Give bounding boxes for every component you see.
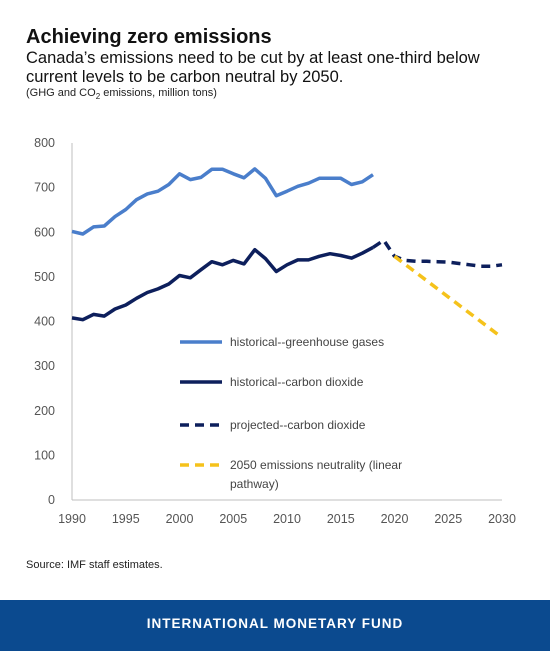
legend-label-ghg: historical--greenhouse gases (230, 335, 384, 349)
y-tick-label: 100 (34, 448, 55, 462)
y-tick-label: 500 (34, 270, 55, 284)
y-tick-label: 0 (48, 493, 55, 507)
series-line-co2 (71, 245, 374, 322)
chart-title: Achieving zero emissions (26, 26, 272, 48)
units-note: (GHG and CO2 emissions, million tons) (26, 87, 217, 101)
source-note: Source: IMF staff estimates. (26, 559, 163, 571)
y-tick-label: 600 (34, 225, 55, 239)
series-line-neutral (393, 254, 504, 339)
chart-subtitle: Canada’s emissions need to be cut by at … (26, 49, 480, 86)
line-chart: 0 100 200 300 400 500 600 700 800 1990 1995 2000 200… (34, 136, 516, 526)
x-tick-label: 1990 (58, 512, 86, 526)
x-tick-label: 2005 (219, 512, 247, 526)
y-tick-label: 800 (34, 136, 55, 150)
units-suffix: emissions, million tons) (100, 87, 217, 99)
y-tick-label: 700 (34, 181, 55, 195)
footer-banner: INTERNATIONAL MONETARY FUND (0, 600, 550, 651)
legend-label-projected: projected--carbon dioxide (230, 418, 366, 432)
x-tick-label: 2020 (381, 512, 409, 526)
x-tick-label: 2000 (166, 512, 194, 526)
legend-label-co2: historical--carbon dioxide (230, 375, 364, 389)
legend-label-neutral: 2050 emissions neutrality (linear (230, 458, 402, 472)
y-tick-label: 400 (34, 315, 55, 329)
series-line-ghg (71, 167, 374, 236)
x-tick-label: 2010 (273, 512, 301, 526)
x-tick-label: 1995 (112, 512, 140, 526)
y-tick-label: 200 (34, 404, 55, 418)
legend-label-neutral: pathway) (230, 477, 279, 491)
series-line-projected (372, 238, 503, 268)
x-tick-label: 2025 (434, 512, 462, 526)
units-prefix: (GHG and CO (26, 87, 96, 99)
x-tick-label: 2015 (327, 512, 355, 526)
y-tick-label: 300 (34, 359, 55, 373)
x-tick-label: 2030 (488, 512, 516, 526)
footer-label: INTERNATIONAL MONETARY FUND (146, 616, 404, 631)
units-subscript: 2 (95, 92, 101, 102)
